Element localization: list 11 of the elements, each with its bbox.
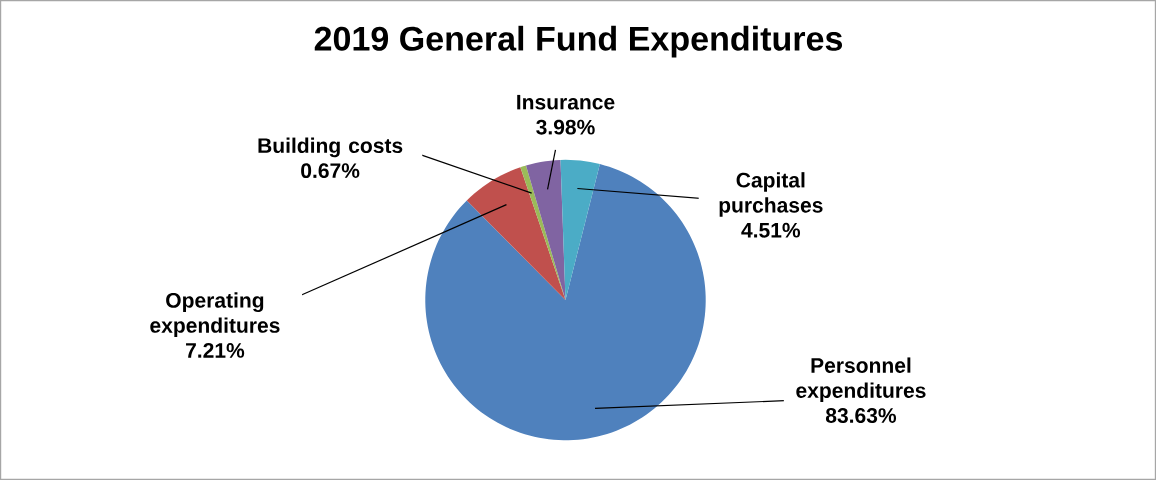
slice-label: Capital purchases xyxy=(719,172,823,217)
slice-label: Insurance xyxy=(517,94,615,110)
data-label: 0.67% xyxy=(301,163,360,179)
data-label: 83.63% xyxy=(825,408,897,424)
data-label: 3.98% xyxy=(536,119,595,135)
data-label: 4.51% xyxy=(741,222,801,238)
slice-label: Building costs xyxy=(258,137,403,158)
slice-label: Operating expenditures xyxy=(150,292,280,338)
slice-label: Personnel expenditures xyxy=(796,357,926,403)
data-label: 7.21% xyxy=(186,343,245,358)
chart-title: 2019 General Fund Expenditures xyxy=(314,25,843,58)
